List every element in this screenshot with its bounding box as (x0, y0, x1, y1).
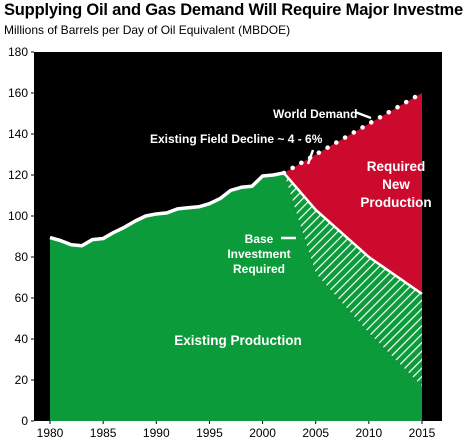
x-tick-label: 1990 (143, 426, 170, 440)
required-label-line3: Production (360, 195, 431, 210)
existing-production-label: Existing Production (174, 333, 302, 348)
decline-pointer (306, 149, 315, 165)
y-tick-label: 0 (21, 414, 28, 428)
existing-production-line (49, 171, 285, 248)
existing-production-area (50, 172, 422, 421)
base-investment-label-line3: Required (233, 262, 285, 276)
x-tick-label: 2000 (249, 426, 276, 440)
y-tick-label: 80 (15, 250, 29, 264)
world-demand-pointer (354, 110, 372, 120)
chart-subtitle: Millions of Barrels per Day of Oil Equiv… (4, 23, 291, 37)
x-tick-label: 2005 (302, 426, 329, 440)
y-tick-label: 100 (8, 209, 28, 223)
y-tick-label: 60 (15, 291, 29, 305)
required-label-line2: New (382, 177, 410, 192)
required-new-production-area (283, 93, 422, 294)
base-investment-area (283, 172, 422, 387)
base-decline-line (282, 172, 423, 295)
existing-field-decline-label: Existing Field Decline ~ 4 - 6% (150, 132, 323, 146)
base-investment-label-line2: Investment (227, 247, 290, 261)
y-tick-label: 140 (8, 127, 28, 141)
y-tick-label: 180 (8, 45, 28, 59)
x-tick-label: 2015 (409, 426, 436, 440)
required-label-line1: Required (367, 159, 426, 174)
y-tick-label: 40 (15, 332, 29, 346)
x-tick-label: 1985 (90, 426, 117, 440)
world-demand-line (281, 90, 425, 176)
x-tick-label: 2010 (356, 426, 383, 440)
x-tick-label: 1980 (37, 426, 64, 440)
world-demand-label: World Demand (273, 107, 357, 121)
chart-title: Supplying Oil and Gas Demand Will Requir… (4, 1, 463, 19)
y-tick-label: 160 (8, 86, 28, 100)
base-investment-label-line1: Base (245, 232, 274, 246)
y-tick-label: 120 (8, 168, 28, 182)
y-tick-label: 20 (15, 373, 29, 387)
x-tick-label: 1995 (196, 426, 223, 440)
